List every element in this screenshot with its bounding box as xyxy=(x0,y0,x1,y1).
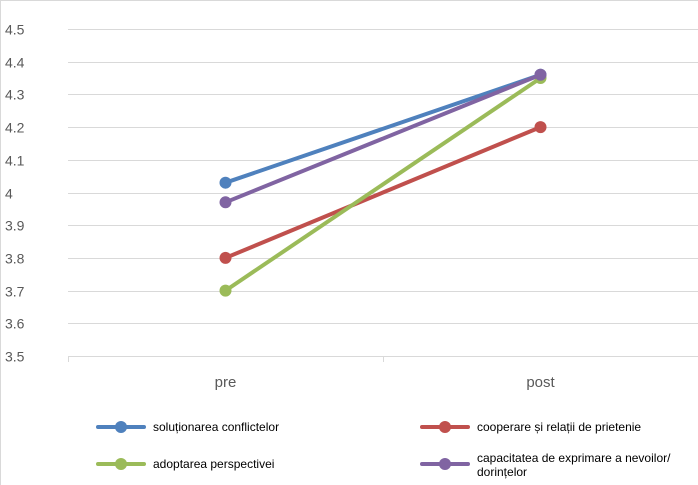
series-line xyxy=(223,76,543,293)
x-tick-label: post xyxy=(526,374,555,391)
series-line xyxy=(223,72,543,185)
series-line xyxy=(223,125,543,260)
data-point xyxy=(534,121,547,134)
legend-swatch-marker xyxy=(115,458,127,470)
data-point xyxy=(219,176,232,189)
data-point xyxy=(219,196,232,209)
y-tick-label: 3.9 xyxy=(5,218,25,234)
x-tick-label: pre xyxy=(215,374,237,391)
y-tick-label: 3.6 xyxy=(5,316,25,332)
y-tick-label: 4.3 xyxy=(5,87,25,103)
y-tick-label: 4.2 xyxy=(5,120,25,136)
legend-label: soluționarea conflictelor xyxy=(153,420,279,434)
legend-swatch-marker xyxy=(439,458,451,470)
legend-label: adoptarea perspectivei xyxy=(153,457,274,471)
y-tick-label: 3.5 xyxy=(5,349,25,365)
data-point xyxy=(219,284,232,297)
y-tick-label: 3.7 xyxy=(5,284,25,300)
y-tick-label: 4.4 xyxy=(5,55,25,71)
legend-swatch-marker xyxy=(439,421,451,433)
data-point xyxy=(219,251,232,264)
legend-swatch-marker xyxy=(115,421,127,433)
legend-label: cooperare și relații de prietenie xyxy=(477,420,641,434)
y-tick-label: 4.1 xyxy=(5,153,25,169)
y-tick-label: 4 xyxy=(5,186,13,202)
y-tick-label: 3.8 xyxy=(5,251,25,267)
data-point xyxy=(534,68,547,81)
series-line xyxy=(223,72,543,205)
legend-label: capacitatea de exprimare a nevoilor/dori… xyxy=(477,451,671,479)
y-tick-label: 4.5 xyxy=(5,22,25,38)
